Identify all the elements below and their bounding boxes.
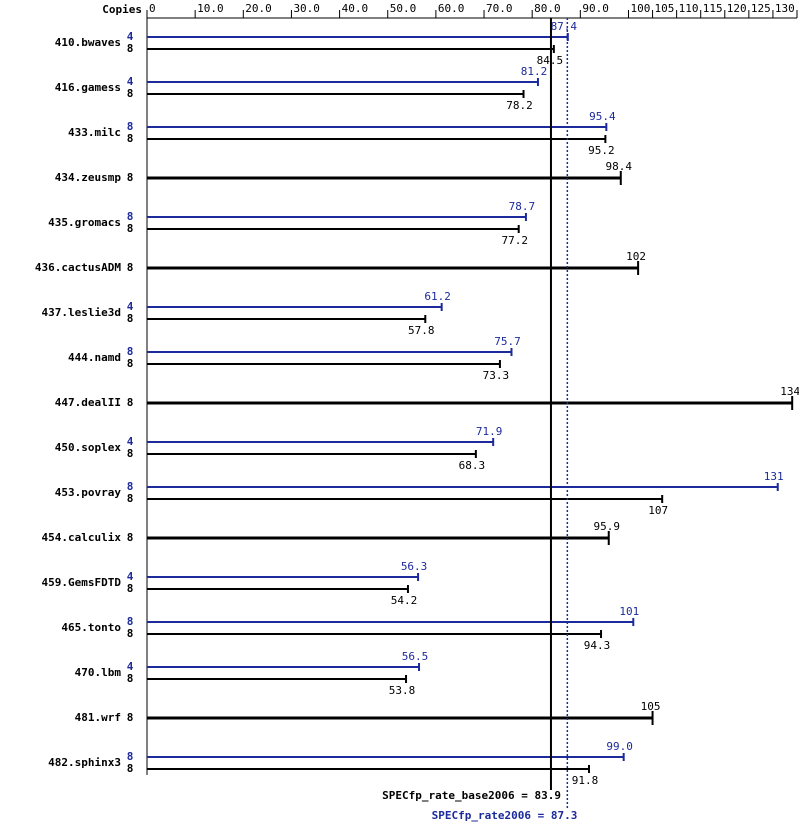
value-label: 56.5 bbox=[402, 650, 429, 663]
x-tick-label: 105 bbox=[655, 2, 675, 15]
value-label: 94.3 bbox=[584, 639, 611, 652]
value-label: 87.4 bbox=[551, 20, 578, 33]
copies: 8 bbox=[127, 87, 134, 100]
reference-label: SPECfp_rate_base2006 = 83.9 bbox=[382, 789, 561, 802]
copies: 8 bbox=[127, 492, 134, 505]
benchmark-name: 416.gamess bbox=[55, 81, 121, 94]
benchmark-name: 470.lbm bbox=[75, 666, 122, 679]
x-tick-label: 130 bbox=[775, 2, 795, 15]
benchmark-name: 459.GemsFDTD bbox=[42, 576, 122, 589]
value-label: 95.9 bbox=[593, 520, 620, 533]
copies: 8 bbox=[127, 210, 134, 223]
copies: 8 bbox=[127, 480, 134, 493]
x-tick-label: 100 bbox=[630, 2, 650, 15]
benchmark-name: 434.zeusmp bbox=[55, 171, 122, 184]
value-label: 95.2 bbox=[588, 144, 615, 157]
copies: 8 bbox=[127, 132, 134, 145]
x-tick-label: 90.0 bbox=[582, 2, 609, 15]
benchmark-name: 410.bwaves bbox=[55, 36, 121, 49]
benchmark-name: 453.povray bbox=[55, 486, 122, 499]
value-label: 73.3 bbox=[483, 369, 510, 382]
copies: 8 bbox=[127, 120, 134, 133]
value-label: 134 bbox=[780, 385, 799, 398]
x-tick-label: 110 bbox=[679, 2, 699, 15]
benchmark-name: 444.namd bbox=[68, 351, 121, 364]
value-label: 98.4 bbox=[606, 160, 633, 173]
value-label: 56.3 bbox=[401, 560, 428, 573]
copies: 8 bbox=[127, 222, 134, 235]
copies: 8 bbox=[127, 447, 134, 460]
benchmark-name: 450.soplex bbox=[55, 441, 122, 454]
value-label: 131 bbox=[764, 470, 784, 483]
x-tick-label: 70.0 bbox=[486, 2, 513, 15]
x-tick-label: 30.0 bbox=[293, 2, 320, 15]
copies: 8 bbox=[127, 750, 134, 763]
benchmark-name: 436.cactusADM bbox=[35, 261, 121, 274]
value-label: 71.9 bbox=[476, 425, 503, 438]
x-tick-label: 80.0 bbox=[534, 2, 561, 15]
value-label: 57.8 bbox=[408, 324, 435, 337]
copies: 8 bbox=[127, 345, 134, 358]
x-tick-label: 115 bbox=[703, 2, 723, 15]
value-label: 78.2 bbox=[506, 99, 533, 112]
copies: 4 bbox=[127, 570, 134, 583]
copies: 4 bbox=[127, 75, 134, 88]
x-tick-label: 0 bbox=[149, 2, 156, 15]
value-label: 91.8 bbox=[572, 774, 599, 787]
benchmark-name: 482.sphinx3 bbox=[48, 756, 121, 769]
value-label: 61.2 bbox=[424, 290, 451, 303]
benchmark-name: 447.dealII bbox=[55, 396, 121, 409]
x-tick-label: 40.0 bbox=[342, 2, 369, 15]
benchmark-name: 437.leslie3d bbox=[42, 306, 121, 319]
copies: 8 bbox=[127, 762, 134, 775]
value-label: 107 bbox=[648, 504, 668, 517]
copies: 4 bbox=[127, 30, 134, 43]
benchmark-name: 465.tonto bbox=[61, 621, 121, 634]
value-label: 78.7 bbox=[509, 200, 536, 213]
copies: 4 bbox=[127, 435, 134, 448]
copies: 4 bbox=[127, 660, 134, 673]
value-label: 68.3 bbox=[459, 459, 486, 472]
copies: 8 bbox=[127, 672, 134, 685]
x-tick-label: 10.0 bbox=[197, 2, 224, 15]
copies: 8 bbox=[127, 171, 134, 184]
x-tick-label: 120 bbox=[727, 2, 747, 15]
x-tick-label: 50.0 bbox=[390, 2, 417, 15]
copies: 8 bbox=[127, 396, 134, 409]
copies: 8 bbox=[127, 531, 134, 544]
value-label: 53.8 bbox=[389, 684, 416, 697]
value-label: 75.7 bbox=[494, 335, 521, 348]
copies: 8 bbox=[127, 711, 134, 724]
benchmark-name: 435.gromacs bbox=[48, 216, 121, 229]
copies: 8 bbox=[127, 582, 134, 595]
copies: 8 bbox=[127, 357, 134, 370]
benchmark-name: 433.milc bbox=[68, 126, 121, 139]
x-tick-label: 20.0 bbox=[245, 2, 272, 15]
value-label: 101 bbox=[619, 605, 639, 618]
x-tick-label: 60.0 bbox=[438, 2, 465, 15]
value-label: 105 bbox=[641, 700, 661, 713]
copies: 8 bbox=[127, 312, 134, 325]
copies: 8 bbox=[127, 261, 134, 274]
benchmark-name: 481.wrf bbox=[75, 711, 121, 724]
copies: 8 bbox=[127, 615, 134, 628]
value-label: 81.2 bbox=[521, 65, 548, 78]
copies: 8 bbox=[127, 42, 134, 55]
x-tick-label: 125 bbox=[751, 2, 771, 15]
value-label: 95.4 bbox=[589, 110, 616, 123]
copies: 8 bbox=[127, 627, 134, 640]
reference-label: SPECfp_rate2006 = 87.3 bbox=[432, 809, 578, 822]
value-label: 77.2 bbox=[501, 234, 528, 247]
copies: 4 bbox=[127, 300, 134, 313]
value-label: 102 bbox=[626, 250, 646, 263]
value-label: 84.5 bbox=[537, 54, 564, 67]
benchmark-name: 454.calculix bbox=[42, 531, 122, 544]
value-label: 54.2 bbox=[391, 594, 418, 607]
value-label: 99.0 bbox=[606, 740, 633, 753]
x-axis-label: Copies bbox=[102, 3, 142, 16]
